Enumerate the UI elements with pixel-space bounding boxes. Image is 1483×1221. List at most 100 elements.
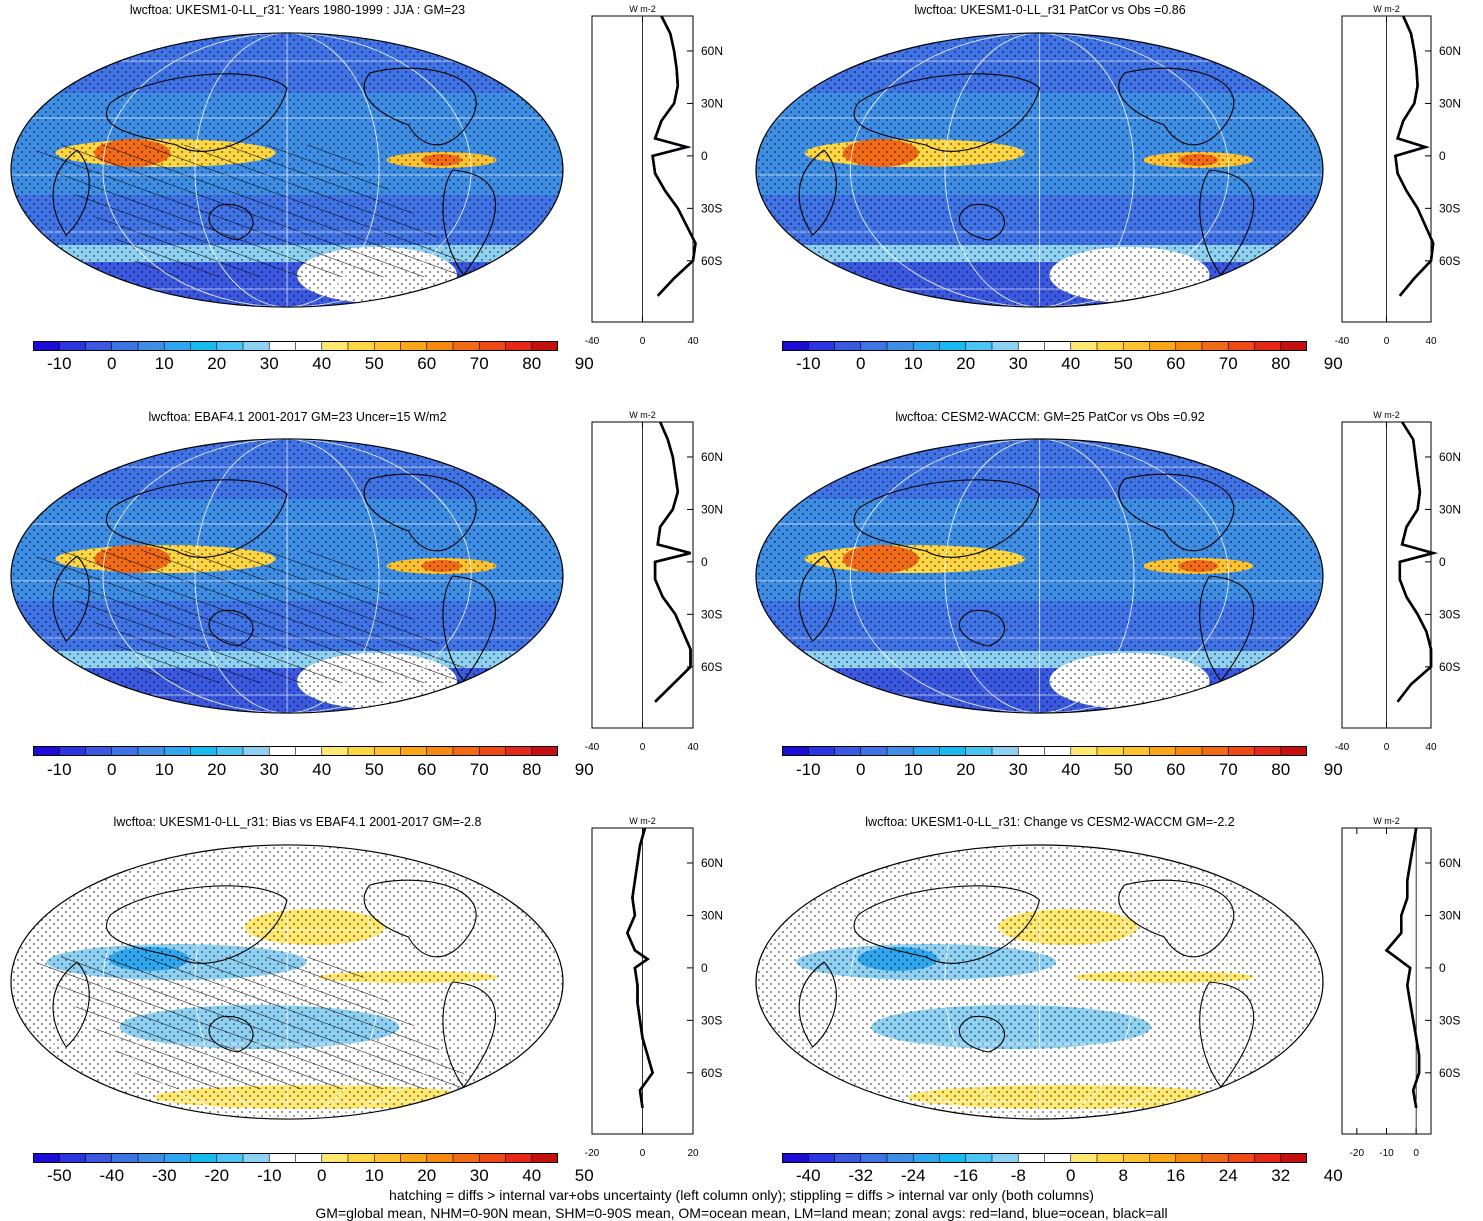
colorbar-swatch — [243, 341, 270, 351]
zonal-lat-label: 60S — [1439, 1066, 1460, 1080]
colorbar-swatch — [59, 746, 86, 756]
zonal-x-tick-label: 0 — [640, 336, 646, 347]
colorbar-swatch — [111, 341, 139, 351]
colorbar-tick-label: 40 — [312, 354, 332, 373]
zonal-lat-label: 60N — [701, 450, 723, 464]
colorbar-tick-label: 90 — [1323, 354, 1343, 373]
colorbar-tick-label: 32 — [1271, 1166, 1291, 1185]
zonal-lat-label: 30S — [701, 607, 722, 621]
colorbar-swatch — [1175, 746, 1203, 756]
zonal-line-all — [625, 827, 654, 1108]
colorbar-swatch — [834, 1153, 862, 1163]
panel5-colorbar — [33, 1153, 558, 1163]
zonal-lat-label: 30N — [701, 908, 723, 922]
zonal-line-ocean — [1384, 827, 1421, 1109]
zonal-lat-label: 60N — [1439, 450, 1461, 464]
colorbar-tick-label: 70 — [469, 760, 489, 779]
panel3-colorbar-labels: -10 0 10 20 30 40 50 60 70 80 90 — [33, 760, 594, 782]
coastline-australia — [208, 609, 254, 647]
panel2-colorbar-labels: -10 0 10 20 30 40 50 60 70 80 90 — [782, 354, 1343, 376]
colorbar-frame — [33, 1153, 558, 1163]
colorbar-swatch — [1018, 746, 1045, 756]
coastline-north-america — [1118, 473, 1235, 552]
colorbar-swatch — [782, 1153, 809, 1163]
zonal-line-all — [653, 421, 692, 703]
colorbar-swatch — [479, 746, 506, 756]
colorbar-swatch — [808, 341, 835, 351]
panel1-title: lwcftoa: UKESM1-0-LL_r31: Years 1980-199… — [129, 3, 466, 17]
colorbar-tick-label: 90 — [1323, 760, 1343, 779]
colorbar-swatch — [111, 1153, 139, 1163]
map-border — [10, 438, 564, 714]
colorbar-swatch — [1202, 1153, 1229, 1163]
colorbar-tick-label: 20 — [417, 1166, 437, 1185]
coastline-africa — [52, 555, 90, 642]
colorbar-tick-label: 0 — [1066, 1166, 1076, 1185]
coastline-eurasia — [853, 73, 1041, 152]
zonal-line-all — [1396, 421, 1438, 703]
colorbar-swatch — [808, 1153, 835, 1163]
colorbar-swatch — [1280, 746, 1307, 756]
colorbar-swatch — [295, 746, 323, 756]
colorbar-swatch — [426, 1153, 454, 1163]
zonal-x-tick-label: -20 — [1350, 1148, 1365, 1159]
colorbar-tick-label: 0 — [107, 760, 117, 779]
colorbar-swatch — [321, 341, 349, 351]
colorbar-swatch — [1254, 341, 1282, 351]
colorbar-swatch — [505, 1153, 533, 1163]
colorbar-tick-label: -24 — [900, 1166, 926, 1185]
colorbar-swatch — [321, 1153, 349, 1163]
colorbar-tick-label: -40 — [99, 1166, 125, 1185]
panel3-colorbar — [33, 746, 558, 756]
colorbar-tick-label: 10 — [903, 354, 923, 373]
colorbar-swatch — [1202, 746, 1229, 756]
colorbar-swatch — [1149, 746, 1177, 756]
zonal-lat-label: 60S — [1439, 254, 1460, 268]
colorbar-swatch — [1254, 746, 1282, 756]
coastline-africa — [798, 149, 837, 236]
panel4-colorbar — [782, 746, 1307, 756]
map-field — [756, 845, 1323, 1120]
colorbar-tick-label: 10 — [364, 1166, 384, 1185]
colorbar-swatch — [33, 1153, 60, 1163]
colorbar-swatch — [216, 746, 244, 756]
zonal-x-tick-label: -20 — [585, 1148, 600, 1159]
zonal-lat-label: 0 — [701, 961, 708, 975]
colorbar-swatch — [400, 1153, 428, 1163]
map-border — [755, 438, 1324, 714]
colorbar-swatch — [111, 746, 139, 756]
colorbar-swatch — [1018, 1153, 1045, 1163]
colorbar-swatch — [216, 1153, 244, 1163]
colorbar-swatch — [348, 1153, 375, 1163]
colorbar-swatch — [834, 746, 862, 756]
coastline-south-america — [1199, 981, 1255, 1088]
coastline-south-america — [442, 169, 496, 276]
coastline-australia — [208, 203, 254, 241]
coastline-australia — [958, 609, 1006, 647]
map-field — [11, 438, 563, 714]
panel3-map — [10, 438, 564, 714]
zonal-lat-label: 60S — [1439, 660, 1460, 674]
coastline-eurasia — [853, 479, 1041, 558]
colorbar-tick-label: -40 — [795, 1166, 821, 1185]
zonal-units-label: W m-2 — [1373, 816, 1400, 826]
colorbar-frame — [33, 341, 558, 351]
panel1-map — [10, 32, 564, 308]
zonal-lat-label: 30N — [1439, 96, 1461, 110]
zonal-lat-label: 60S — [701, 254, 722, 268]
panel6-map — [755, 844, 1324, 1120]
colorbar-swatch — [992, 746, 1019, 756]
zonal-units-label: W m-2 — [629, 4, 656, 14]
zonal-lat-label: 30N — [1439, 502, 1461, 516]
colorbar-tick-label: 40 — [1323, 1166, 1343, 1185]
colorbar-swatch — [1175, 341, 1203, 351]
zonal-x-tick-label: -40 — [585, 336, 600, 347]
coastline-south-america — [442, 981, 496, 1088]
map-field — [11, 32, 563, 308]
coastlines — [52, 879, 496, 1088]
coastline-north-america — [363, 67, 477, 146]
coastline-eurasia — [105, 479, 288, 558]
colorbar-swatch — [1280, 341, 1307, 351]
colorbar-tick-label: 70 — [1218, 760, 1238, 779]
colorbar-swatch — [453, 341, 480, 351]
